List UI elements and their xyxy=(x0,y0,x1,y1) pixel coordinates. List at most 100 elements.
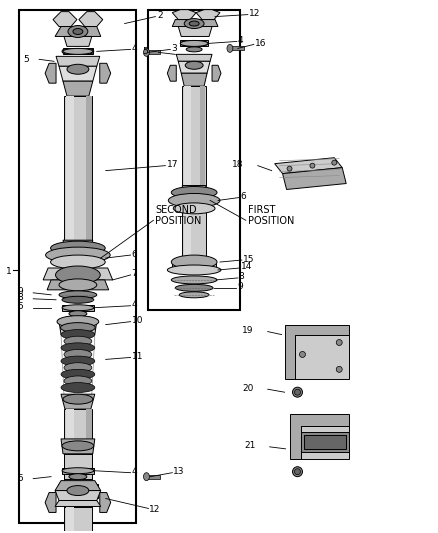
Ellipse shape xyxy=(185,61,203,69)
Polygon shape xyxy=(64,96,92,240)
Text: FIRST
POSITION: FIRST POSITION xyxy=(248,205,294,226)
Polygon shape xyxy=(148,51,160,54)
Ellipse shape xyxy=(180,41,208,46)
Polygon shape xyxy=(61,439,95,454)
Polygon shape xyxy=(64,409,92,483)
Ellipse shape xyxy=(69,311,87,317)
Polygon shape xyxy=(184,211,191,260)
Polygon shape xyxy=(182,211,206,260)
Polygon shape xyxy=(86,409,92,483)
Ellipse shape xyxy=(62,305,94,311)
Ellipse shape xyxy=(62,296,94,303)
Polygon shape xyxy=(285,325,349,379)
Ellipse shape xyxy=(68,26,88,37)
Polygon shape xyxy=(290,414,349,459)
Text: 1: 1 xyxy=(7,268,12,277)
Polygon shape xyxy=(148,475,160,479)
Text: 16: 16 xyxy=(255,39,266,48)
Ellipse shape xyxy=(61,356,95,366)
Text: 8: 8 xyxy=(18,293,23,302)
Polygon shape xyxy=(196,10,220,20)
Ellipse shape xyxy=(336,340,342,345)
Text: 15: 15 xyxy=(243,255,254,263)
Polygon shape xyxy=(59,321,97,335)
Polygon shape xyxy=(182,185,206,198)
Polygon shape xyxy=(79,12,103,27)
Text: 3: 3 xyxy=(171,44,177,53)
Text: 9: 9 xyxy=(237,282,243,292)
Ellipse shape xyxy=(61,343,95,353)
Ellipse shape xyxy=(63,49,93,54)
Ellipse shape xyxy=(62,49,70,54)
Text: 5: 5 xyxy=(18,474,23,483)
Polygon shape xyxy=(64,507,92,533)
Text: 4: 4 xyxy=(131,44,137,53)
Polygon shape xyxy=(64,497,92,507)
Ellipse shape xyxy=(64,350,92,359)
Polygon shape xyxy=(176,54,212,61)
Text: 5: 5 xyxy=(18,302,23,311)
Polygon shape xyxy=(45,492,56,512)
Ellipse shape xyxy=(67,64,89,74)
Ellipse shape xyxy=(168,193,220,207)
Text: 4: 4 xyxy=(238,36,244,45)
Ellipse shape xyxy=(171,255,217,269)
Ellipse shape xyxy=(175,285,213,292)
Ellipse shape xyxy=(294,389,300,395)
Polygon shape xyxy=(63,49,93,54)
Ellipse shape xyxy=(60,322,95,333)
Polygon shape xyxy=(181,73,207,86)
Polygon shape xyxy=(58,483,98,497)
Text: 5: 5 xyxy=(143,47,148,56)
Ellipse shape xyxy=(59,291,97,299)
Polygon shape xyxy=(182,86,206,185)
Text: 4: 4 xyxy=(131,300,137,309)
Polygon shape xyxy=(43,268,113,280)
Polygon shape xyxy=(200,86,205,185)
Polygon shape xyxy=(184,86,191,185)
Text: 2: 2 xyxy=(157,11,163,20)
Ellipse shape xyxy=(62,441,94,451)
Text: 7: 7 xyxy=(131,270,137,278)
Text: 12: 12 xyxy=(249,9,260,18)
Polygon shape xyxy=(100,492,111,512)
Polygon shape xyxy=(62,305,94,311)
Text: 21: 21 xyxy=(244,441,256,450)
Polygon shape xyxy=(53,12,77,27)
Ellipse shape xyxy=(64,376,92,386)
Polygon shape xyxy=(62,468,94,474)
Polygon shape xyxy=(100,63,111,83)
Text: 19: 19 xyxy=(242,326,254,335)
Ellipse shape xyxy=(64,363,92,373)
Ellipse shape xyxy=(300,351,305,358)
Polygon shape xyxy=(61,394,95,409)
Ellipse shape xyxy=(85,469,91,473)
Ellipse shape xyxy=(336,366,342,373)
Polygon shape xyxy=(55,481,101,490)
Polygon shape xyxy=(232,46,244,51)
Ellipse shape xyxy=(63,394,93,404)
Ellipse shape xyxy=(171,276,217,284)
Ellipse shape xyxy=(85,306,91,310)
Ellipse shape xyxy=(293,467,303,477)
Polygon shape xyxy=(63,240,93,255)
Polygon shape xyxy=(64,454,92,479)
Ellipse shape xyxy=(86,49,94,54)
Ellipse shape xyxy=(67,486,89,496)
Polygon shape xyxy=(172,262,216,272)
Polygon shape xyxy=(178,27,212,36)
Polygon shape xyxy=(294,335,349,379)
Text: 11: 11 xyxy=(131,352,143,361)
Text: 17: 17 xyxy=(167,160,179,169)
Polygon shape xyxy=(47,280,109,290)
Polygon shape xyxy=(301,426,349,459)
Polygon shape xyxy=(178,61,210,73)
Ellipse shape xyxy=(61,329,95,340)
Ellipse shape xyxy=(59,279,97,291)
Polygon shape xyxy=(55,27,101,36)
Ellipse shape xyxy=(69,474,87,480)
Ellipse shape xyxy=(294,469,300,475)
Ellipse shape xyxy=(184,19,204,29)
Polygon shape xyxy=(59,66,97,81)
Polygon shape xyxy=(64,36,92,46)
